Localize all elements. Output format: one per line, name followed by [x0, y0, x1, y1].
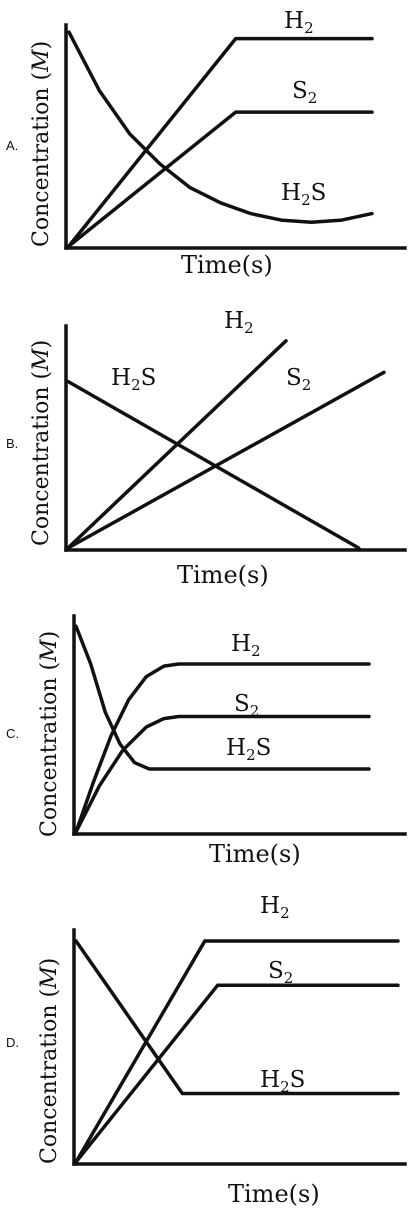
series-line-h2s	[66, 379, 361, 550]
y-axis-label: Concentration (M)	[29, 340, 54, 546]
chart-d-svg: D. Concentration (M) Time(s) H2 S2 H2S	[6, 893, 407, 1208]
series-line-h2	[66, 339, 288, 550]
series-line-h2	[74, 939, 400, 1164]
series-line-h2	[67, 36, 374, 248]
chart-panel-c: C. Concentration (M) Time(s) H2 S2 H2S	[0, 600, 416, 900]
x-axis-label: Time(s)	[228, 1180, 320, 1208]
y-axis-label: Concentration (M)	[37, 958, 62, 1164]
series-label-s2: S2	[292, 78, 317, 107]
series-line-s2	[74, 983, 400, 1164]
chart-panel-d: D. Concentration (M) Time(s) H2 S2 H2S	[0, 893, 416, 1210]
series-label-s2: S2	[286, 365, 311, 394]
series-line-h2	[74, 662, 371, 834]
series-label-h2s: H2S	[281, 180, 326, 209]
chart-a-svg: A. Concentration (M) Time(s) H2 S2 H2S	[6, 8, 407, 279]
chart-panel-b: B. Concentration (M) Time(s) H2 S2 H2S	[0, 290, 416, 600]
x-axis-label: Time(s)	[177, 561, 269, 589]
chart-panel-a: A. Concentration (M) Time(s) H2 S2 H2S	[0, 0, 416, 290]
y-axis-label: Concentration (M)	[37, 631, 62, 837]
series-line-s2	[66, 370, 386, 550]
series-line-h2s	[74, 939, 400, 1096]
series-line-s2	[74, 714, 371, 834]
series-label-s2: S2	[268, 958, 293, 987]
option-label: D.	[6, 1035, 19, 1050]
option-label: C.	[6, 726, 19, 741]
series-label-h2: H2	[260, 893, 290, 922]
chart-b-svg: B. Concentration (M) Time(s) H2 S2 H2S	[6, 308, 407, 589]
x-axis-label: Time(s)	[209, 840, 301, 868]
chart-c-svg: C. Concentration (M) Time(s) H2 S2 H2S	[6, 614, 407, 868]
series-label-h2: H2	[231, 631, 261, 660]
y-axis-label: Concentration (M)	[29, 41, 54, 247]
series-label-h2: H2	[284, 8, 314, 37]
series-label-h2: H2	[224, 308, 254, 337]
series-line-s2	[67, 110, 374, 248]
series-label-h2s: H2S	[226, 735, 271, 764]
option-label: B.	[6, 436, 18, 451]
option-label: A.	[6, 138, 18, 153]
series-label-h2s: H2S	[260, 1067, 305, 1096]
series-line-h2s	[67, 30, 374, 224]
x-axis-label: Time(s)	[181, 251, 273, 279]
series-label-s2: S2	[234, 691, 259, 720]
series-line-h2s	[74, 624, 371, 771]
series-label-h2s: H2S	[111, 365, 156, 394]
